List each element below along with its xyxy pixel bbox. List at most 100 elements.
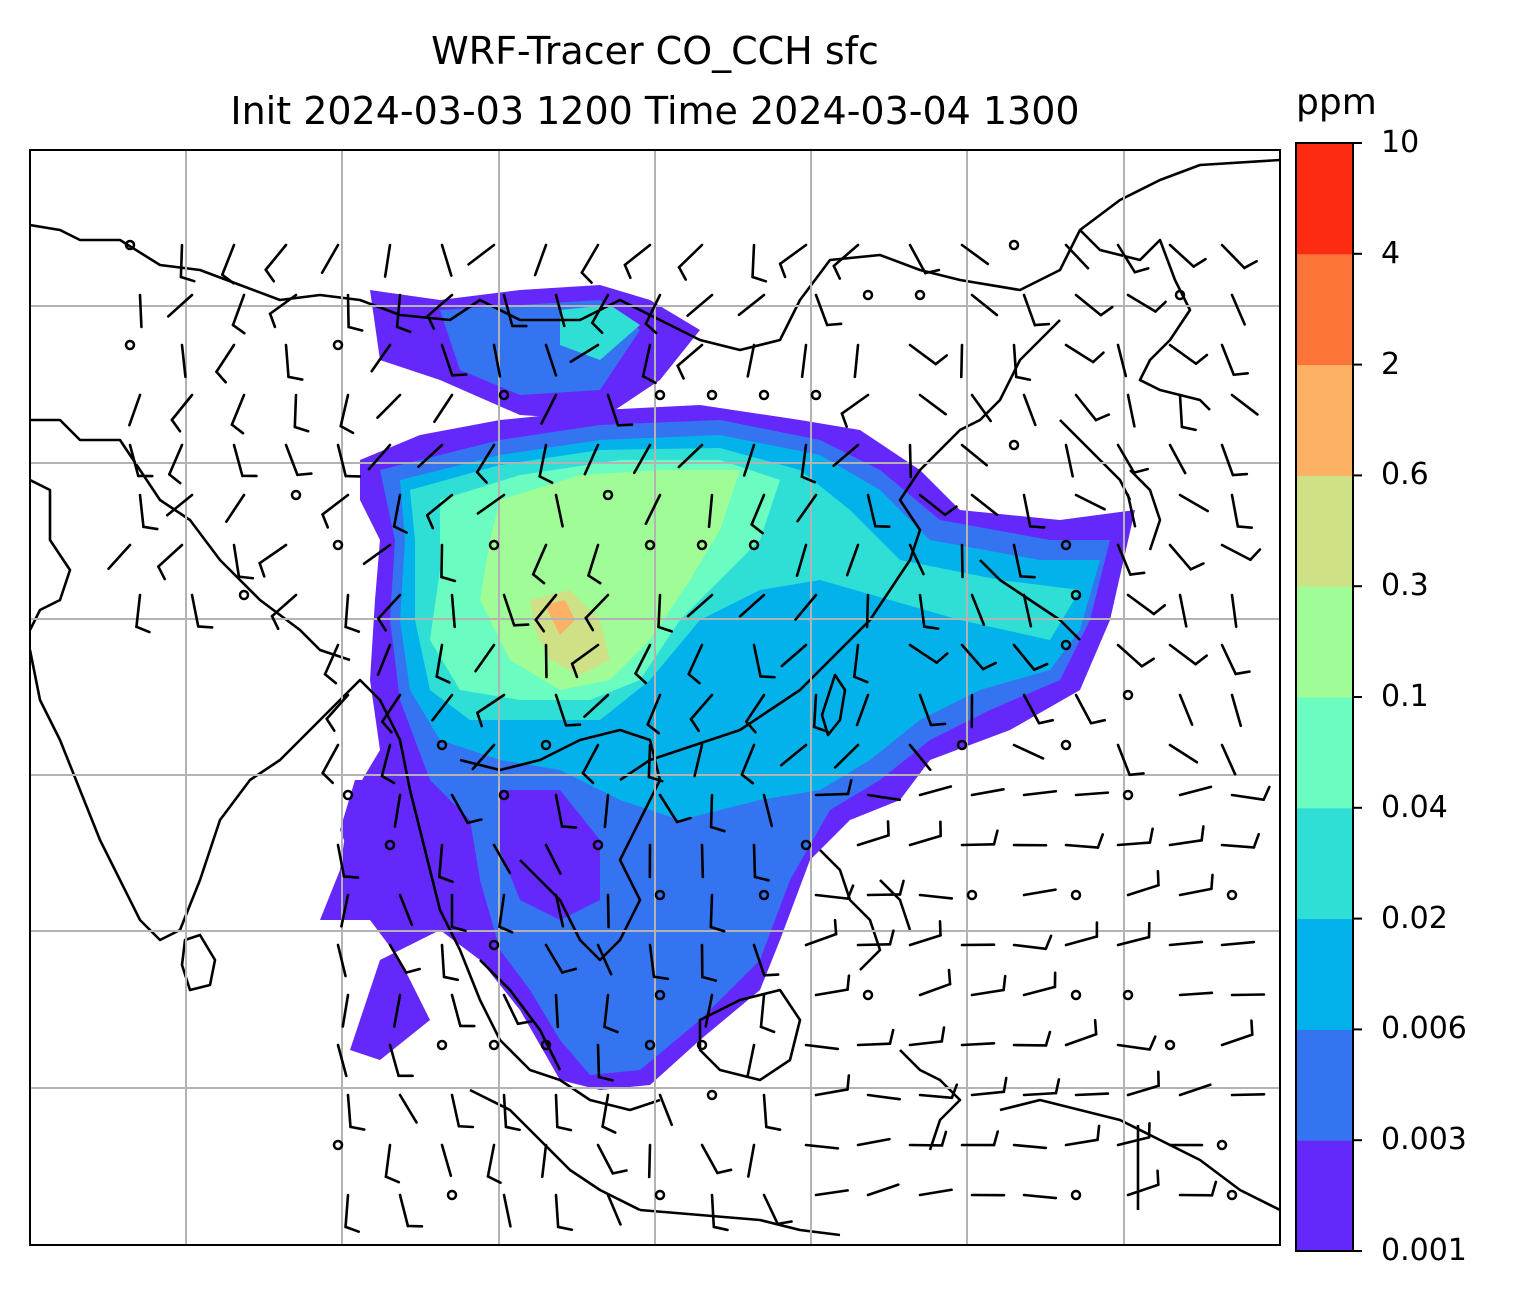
wind-barb-flag <box>1094 413 1111 422</box>
wind-barb-shaft <box>1230 793 1265 802</box>
wind-barb-flag <box>812 725 829 733</box>
wind-barb-shaft <box>1220 940 1256 947</box>
wind-barb-shaft <box>960 643 985 671</box>
wind-barb-shaft <box>853 643 860 679</box>
wind-barb-shaft <box>170 393 194 422</box>
wind-barb-flag <box>321 771 334 785</box>
wind-barb-flag <box>325 717 336 732</box>
wind-barb-shaft <box>970 788 1005 797</box>
wind-barb-flag <box>377 617 387 632</box>
colorbar-tick-label: 2 <box>1381 346 1401 382</box>
wind-barb-shaft <box>554 493 564 528</box>
wind-barb-shaft <box>157 543 184 568</box>
wind-barb-flag <box>641 374 657 385</box>
wind-barb-shaft <box>1126 883 1160 897</box>
calm-wind-marker <box>488 539 500 551</box>
wind-barb-shaft <box>128 393 142 427</box>
wind-barb-shaft <box>745 693 766 723</box>
wind-barb-flag <box>476 711 484 728</box>
wind-barb-flag <box>581 771 595 785</box>
wind-barb-shaft <box>426 293 454 318</box>
wind-barb-flag <box>923 268 941 275</box>
colorbar-tick-label: 0.006 <box>1381 1011 1467 1047</box>
wind-barb-shaft <box>344 593 350 629</box>
wind-barb-shaft <box>970 593 986 627</box>
coastline-sumatra <box>469 1088 641 1212</box>
wind-barb-flag <box>142 525 159 531</box>
wind-barb-shaft <box>1126 593 1156 616</box>
wind-barb-shaft <box>747 1143 756 1178</box>
wind-barb-shaft <box>751 243 756 279</box>
wind-barb-shaft <box>264 243 288 272</box>
wind-barb-shaft <box>1116 841 1152 847</box>
wind-barb-flag <box>750 523 764 535</box>
wind-barb-flag <box>584 616 595 632</box>
wind-barb-shaft <box>856 834 890 847</box>
wind-barb-flag <box>745 720 757 734</box>
wind-barb-shaft <box>1230 293 1246 326</box>
wind-barb-flag <box>825 322 843 327</box>
wind-barb-shaft <box>596 1143 615 1175</box>
colorbar-tick-label: 4 <box>1381 235 1401 271</box>
wind-barb-flag <box>170 418 182 433</box>
wind-barb-flag <box>380 774 396 785</box>
wind-barb-flag <box>634 672 648 685</box>
wind-barb-shaft <box>321 493 350 516</box>
wind-barb-shaft <box>866 793 901 802</box>
wind-barb-shaft <box>1178 1083 1212 1097</box>
wind-barb-flag <box>846 884 855 900</box>
wind-barb-shaft <box>908 543 925 576</box>
wind-barb-flag <box>1243 259 1258 270</box>
wind-barb-flag <box>759 1025 776 1034</box>
wind-barb-flag <box>1148 1035 1157 1051</box>
wind-barb-flag <box>1002 1076 1008 1094</box>
wind-barb-shaft <box>376 643 392 676</box>
wind-barb-shaft <box>865 593 870 629</box>
wind-barb-shaft <box>1126 493 1137 528</box>
wind-barb-shaft <box>918 785 953 797</box>
calm-wind-marker <box>706 1089 718 1101</box>
wind-barb-shaft <box>438 843 444 879</box>
wind-barb-shaft <box>583 693 610 718</box>
wind-barb-shaft <box>474 643 496 673</box>
calm-wind-marker <box>1122 989 1134 1001</box>
wind-barb-shaft <box>370 343 392 373</box>
wind-barb-shaft <box>856 1137 891 1147</box>
wind-barb-flag <box>564 723 582 727</box>
wind-barb-shaft <box>570 643 600 666</box>
calm-wind-marker <box>1122 689 1134 701</box>
wind-barb-flag <box>922 625 940 630</box>
wind-barb-shaft <box>1178 991 1214 997</box>
wind-barb-shaft <box>709 893 714 929</box>
wind-barb-shaft <box>856 942 892 947</box>
wind-barb-shaft <box>1220 443 1235 477</box>
wind-barb-flag <box>168 473 182 485</box>
wind-barb-flag <box>616 423 634 427</box>
wind-barb-shaft <box>431 693 454 722</box>
wind-barb-shaft <box>1178 393 1184 429</box>
wind-barb-flag <box>157 565 167 581</box>
wind-barb-shaft <box>687 643 704 676</box>
wind-barb-shaft <box>1116 343 1128 378</box>
wind-barb-flag <box>853 675 869 684</box>
wind-barb-flag <box>981 661 998 671</box>
wind-barb-shaft <box>450 593 456 629</box>
wind-barb-flag <box>934 354 949 366</box>
wind-barb-shaft <box>425 493 454 517</box>
coastline-sri-lanka <box>180 933 217 992</box>
wind-barb-shaft <box>341 993 350 1028</box>
colorbar-tick-label: 0.02 <box>1381 900 1448 936</box>
wind-barb-flag <box>1192 257 1207 268</box>
wind-barb-flag <box>425 513 435 530</box>
wind-barb-shaft <box>1012 643 1036 672</box>
wind-barb-flag <box>230 423 245 435</box>
wind-barb-shaft <box>502 593 516 627</box>
calm-wind-marker <box>914 289 926 301</box>
wind-barb-shaft <box>908 643 938 664</box>
wind-barb-flag <box>1033 322 1051 327</box>
wind-barb-flag <box>833 918 838 936</box>
wind-barb-shaft <box>502 1193 512 1228</box>
wind-barb-shaft <box>1116 743 1131 777</box>
wind-barb-shaft <box>138 493 145 529</box>
colorbar-segment <box>1296 1140 1353 1252</box>
